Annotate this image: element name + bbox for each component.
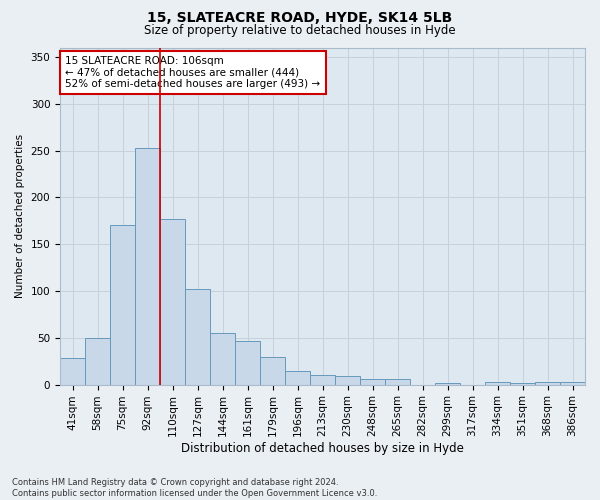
Bar xyxy=(135,148,160,384)
Bar xyxy=(435,382,460,384)
Bar xyxy=(510,382,535,384)
Text: Contains HM Land Registry data © Crown copyright and database right 2024.
Contai: Contains HM Land Registry data © Crown c… xyxy=(12,478,377,498)
Bar xyxy=(235,340,260,384)
Bar xyxy=(360,379,385,384)
Bar xyxy=(110,226,135,384)
X-axis label: Distribution of detached houses by size in Hyde: Distribution of detached houses by size … xyxy=(181,442,464,455)
Bar xyxy=(285,370,310,384)
Bar xyxy=(310,375,335,384)
Bar xyxy=(85,338,110,384)
Y-axis label: Number of detached properties: Number of detached properties xyxy=(15,134,25,298)
Bar xyxy=(560,382,585,384)
Bar xyxy=(160,219,185,384)
Bar xyxy=(385,379,410,384)
Bar xyxy=(60,358,85,384)
Bar xyxy=(210,333,235,384)
Text: Size of property relative to detached houses in Hyde: Size of property relative to detached ho… xyxy=(144,24,456,37)
Bar xyxy=(535,382,560,384)
Bar xyxy=(485,382,510,384)
Bar xyxy=(260,358,285,384)
Bar xyxy=(185,289,210,384)
Bar xyxy=(335,376,360,384)
Text: 15, SLATEACRE ROAD, HYDE, SK14 5LB: 15, SLATEACRE ROAD, HYDE, SK14 5LB xyxy=(148,11,452,25)
Text: 15 SLATEACRE ROAD: 106sqm
← 47% of detached houses are smaller (444)
52% of semi: 15 SLATEACRE ROAD: 106sqm ← 47% of detac… xyxy=(65,56,320,89)
